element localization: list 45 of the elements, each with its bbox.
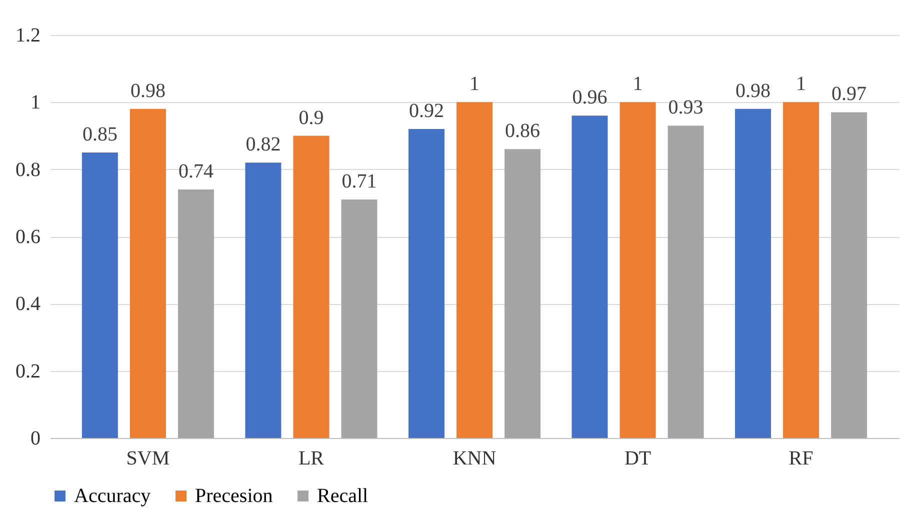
x-tick-label: DT [624,448,652,470]
y-tick-label: 1 [30,92,40,114]
data-label: 1 [632,73,643,96]
bar [408,129,444,438]
bar [572,116,608,438]
bar [831,112,868,438]
data-label: 0.96 [572,86,608,109]
data-label: 0.82 [246,134,281,156]
bar [620,102,656,438]
data-label: 0.9 [298,106,324,129]
x-tick-label: RF [788,448,814,470]
x-tick-label: LR [298,448,325,470]
bar [341,200,378,438]
data-label: 0.97 [832,83,867,106]
data-label: 0.85 [82,124,118,146]
bar [293,136,330,438]
data-label: 1 [470,73,480,96]
data-label: 1 [796,73,806,96]
bar [456,102,492,438]
x-tick-label: KNN [452,448,496,470]
bar [504,149,541,438]
data-label: 0.98 [130,80,166,102]
y-tick-label: 0.4 [16,293,40,316]
y-tick-label: 1.2 [16,24,40,46]
data-label: 0.86 [505,120,540,142]
y-tick-label: 0.2 [16,360,40,382]
data-label: 0.92 [408,100,444,122]
data-label: 0.98 [736,80,771,102]
data-label: 0.93 [668,96,704,119]
data-label: 0.71 [342,170,377,193]
y-tick-label: 0.6 [16,226,40,248]
y-tick-label: 0.8 [16,158,40,181]
bar [735,108,772,438]
bar [245,162,282,438]
legend-label: Precesion [195,485,273,507]
y-tick-label: 0 [30,428,40,450]
bar [82,152,118,438]
bar [130,108,166,438]
bar [783,102,820,438]
legend-label: Recall [317,485,369,507]
x-tick-label: SVM [126,448,170,470]
data-label: 0.74 [178,160,214,182]
bar [668,126,704,438]
bar [178,189,214,438]
legend-label: Accuracy [74,485,151,507]
